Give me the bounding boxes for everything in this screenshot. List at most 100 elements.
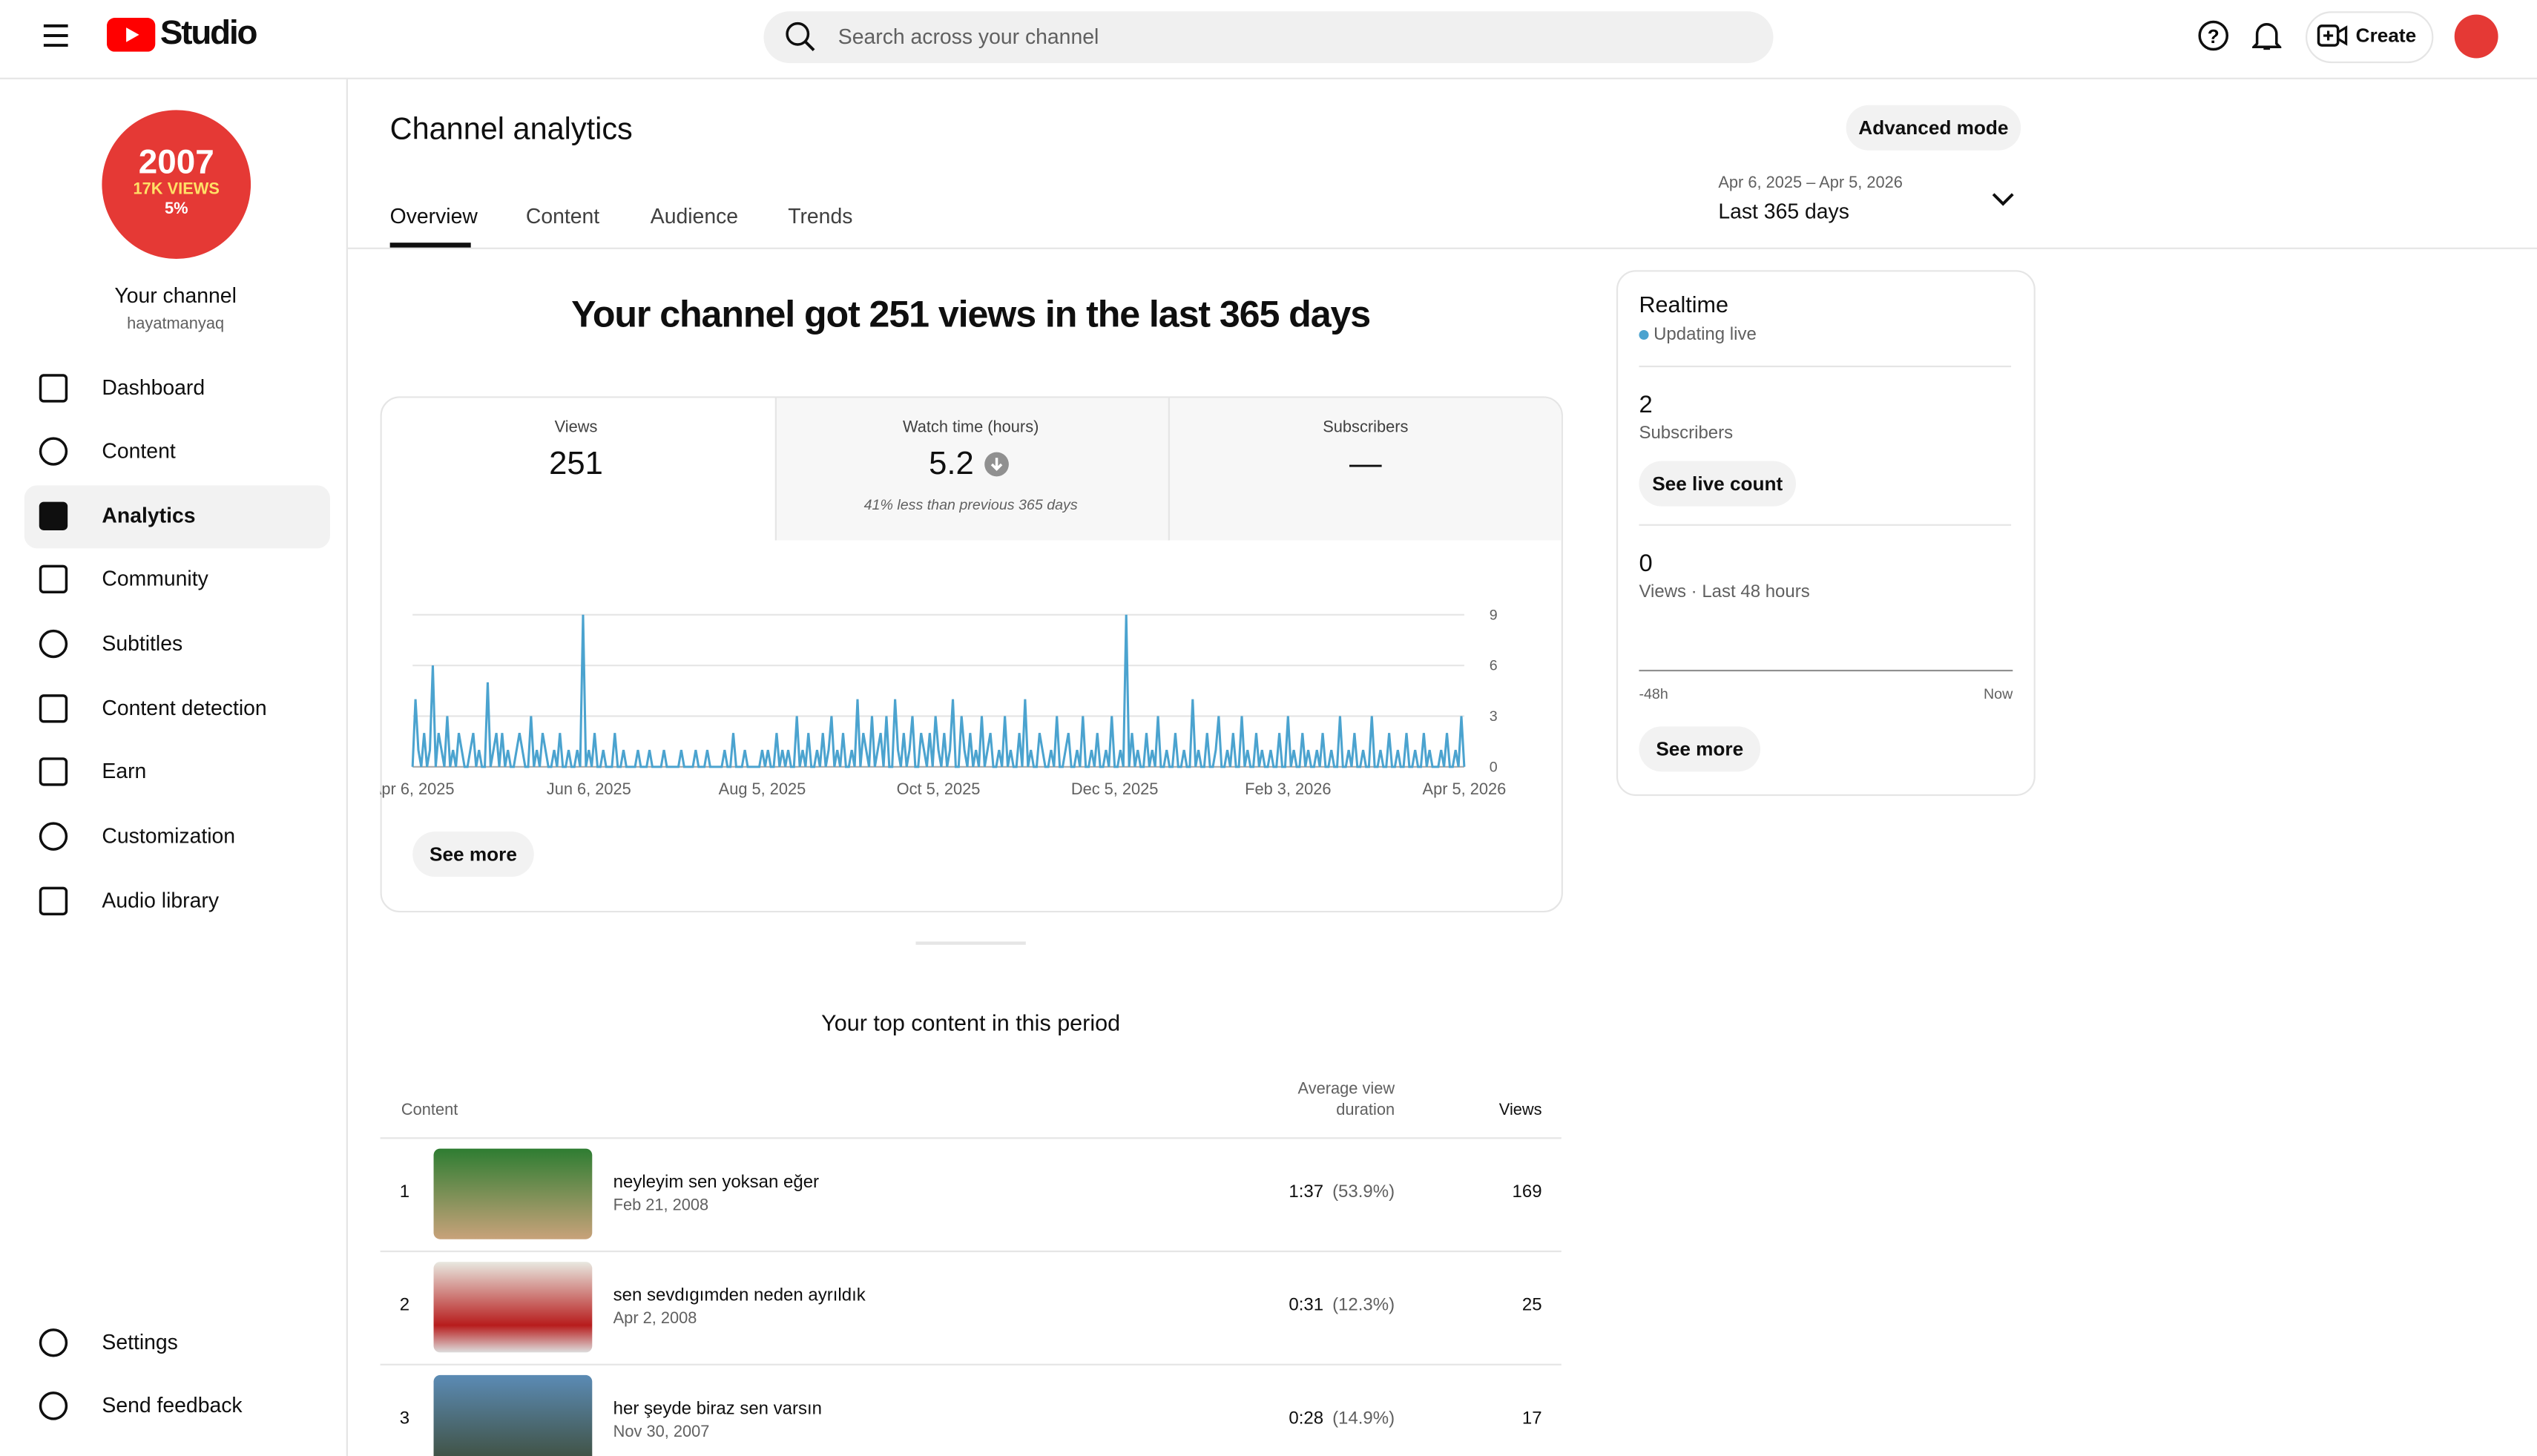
down-icon bbox=[984, 452, 1009, 477]
nav-item[interactable]: Send feedback bbox=[102, 1392, 243, 1417]
row-rank: 3 bbox=[399, 1409, 410, 1429]
tab[interactable]: Audience bbox=[650, 203, 739, 228]
create-button[interactable] bbox=[2306, 11, 2434, 64]
stat-bg bbox=[774, 398, 1562, 541]
x-tick-label: Jun 6, 2025 bbox=[547, 780, 631, 798]
account-avatar[interactable] bbox=[2454, 14, 2498, 59]
stat-label: Views bbox=[554, 418, 598, 437]
views-label: Views · Last 48 hours bbox=[1639, 582, 1810, 602]
data-line bbox=[411, 614, 1466, 768]
realtime-title: Realtime bbox=[1639, 291, 1728, 317]
stat-label: Subscribers bbox=[1323, 418, 1409, 437]
channel-avatar[interactable]: 2007 17K VIEWS 5% bbox=[102, 110, 251, 259]
create-label: Create bbox=[2355, 24, 2417, 47]
realtime-axis bbox=[1639, 669, 2013, 672]
tab[interactable]: Overview bbox=[389, 203, 478, 228]
icon-shape bbox=[39, 629, 68, 659]
stat-value: — bbox=[1349, 446, 1382, 482]
video-date: Nov 30, 2007 bbox=[613, 1423, 710, 1442]
avg-duration: 0:31 bbox=[1289, 1296, 1324, 1316]
nav-icon bbox=[39, 1328, 68, 1357]
icon-shape bbox=[39, 757, 68, 786]
video-date: Apr 2, 2008 bbox=[613, 1310, 697, 1328]
nav-item[interactable]: Earn bbox=[102, 758, 147, 783]
subscribers-label: Subscribers bbox=[1639, 424, 1734, 444]
nav-icon bbox=[39, 694, 68, 723]
icon-shape bbox=[39, 822, 68, 851]
video-title[interactable]: sen sevdıgımden neden ayrıldık bbox=[613, 1285, 866, 1306]
tab[interactable]: Trends bbox=[788, 203, 853, 228]
x-tick-label: Apr 5, 2026 bbox=[1423, 780, 1507, 798]
page-title: Channel analytics bbox=[389, 113, 633, 148]
nav-item[interactable]: Customization bbox=[102, 823, 236, 848]
avatar-text: 2007 bbox=[138, 144, 214, 182]
nav-item[interactable]: Content bbox=[102, 438, 176, 463]
divider bbox=[347, 247, 2537, 249]
search-icon bbox=[786, 22, 815, 52]
see-more-button[interactable]: See more bbox=[412, 831, 534, 877]
stat-value: 251 bbox=[549, 446, 603, 482]
views-value: 0 bbox=[1639, 550, 1653, 578]
nav-icon bbox=[39, 629, 68, 659]
icon-shape bbox=[39, 501, 68, 530]
nav-icon bbox=[39, 1391, 68, 1420]
nav-item[interactable]: Content detection bbox=[102, 695, 267, 720]
row-divider bbox=[380, 1137, 1562, 1139]
y-tick-label: 9 bbox=[1490, 607, 1498, 623]
x-tick-label: Aug 5, 2025 bbox=[719, 780, 806, 798]
sidebar bbox=[0, 79, 348, 1456]
icon-shape bbox=[39, 1328, 68, 1357]
x-tick-label: Oct 5, 2025 bbox=[897, 780, 981, 798]
avg-percent: (14.9%) bbox=[1332, 1409, 1395, 1429]
notifications-icon[interactable] bbox=[2252, 19, 2282, 52]
video-title[interactable]: her şeyde biraz sen varsın bbox=[613, 1399, 823, 1419]
stat-note: 41% less than previous 365 days bbox=[863, 496, 1078, 513]
thumbnail[interactable] bbox=[433, 1374, 593, 1456]
menu-icon[interactable] bbox=[42, 23, 70, 49]
column-header: Content bbox=[401, 1101, 458, 1120]
x-tick-label: Apr 6, 2025 bbox=[381, 780, 455, 798]
thumbnail[interactable] bbox=[433, 1148, 593, 1239]
nav-item[interactable]: Audio library bbox=[102, 888, 220, 913]
divider bbox=[1639, 524, 2012, 526]
y-tick-label: 0 bbox=[1490, 759, 1498, 775]
period[interactable]: Last 365 days bbox=[1718, 199, 1849, 223]
stat-value: 5.2 bbox=[929, 446, 974, 482]
nav-icon bbox=[39, 822, 68, 851]
thumbnail[interactable] bbox=[433, 1262, 593, 1353]
video-title[interactable]: neyleyim sen yoksan eğer bbox=[613, 1173, 820, 1193]
advanced-mode-button[interactable]: Advanced mode bbox=[1846, 105, 2021, 151]
logo-icon[interactable] bbox=[106, 17, 156, 52]
realtime-status: Updating live bbox=[1654, 325, 1757, 345]
views: 169 bbox=[1512, 1182, 1542, 1202]
nav-item[interactable]: Analytics bbox=[102, 503, 196, 528]
logo-text[interactable]: Studio bbox=[159, 14, 258, 52]
see-more-button[interactable]: See more bbox=[1639, 726, 1761, 772]
date-range[interactable]: Apr 6, 2025 – Apr 5, 2026 bbox=[1718, 174, 1903, 193]
icon-shape bbox=[39, 694, 68, 723]
nav-active bbox=[24, 485, 330, 549]
icon-shape bbox=[39, 437, 68, 466]
nav-item[interactable]: Community bbox=[102, 566, 208, 591]
avg-duration: 1:37 bbox=[1289, 1182, 1324, 1202]
search-placeholder: Search across your channel bbox=[838, 24, 1099, 49]
section-divider bbox=[915, 941, 1026, 945]
nav-item[interactable]: Subtitles bbox=[102, 630, 183, 656]
dropdown-icon[interactable] bbox=[1992, 191, 2015, 207]
nav-icon bbox=[39, 374, 68, 403]
nav-item[interactable]: Settings bbox=[102, 1329, 178, 1354]
tab[interactable]: Content bbox=[525, 203, 600, 228]
search-box[interactable] bbox=[763, 11, 1774, 64]
nav-item[interactable]: Dashboard bbox=[102, 375, 205, 400]
nav-icon bbox=[39, 564, 68, 594]
icon-shape bbox=[39, 374, 68, 403]
tab-underline bbox=[389, 243, 471, 248]
stat-divider bbox=[1168, 398, 1170, 541]
help-icon[interactable]: ? bbox=[2197, 19, 2230, 52]
avg-percent: (12.3%) bbox=[1332, 1296, 1395, 1316]
subscribers-value: 2 bbox=[1639, 391, 1653, 419]
icon-shape bbox=[39, 886, 68, 916]
see-live-count-button[interactable]: See live count bbox=[1639, 461, 1797, 507]
overview-card bbox=[380, 396, 1563, 913]
realtime-card bbox=[1616, 270, 2036, 797]
